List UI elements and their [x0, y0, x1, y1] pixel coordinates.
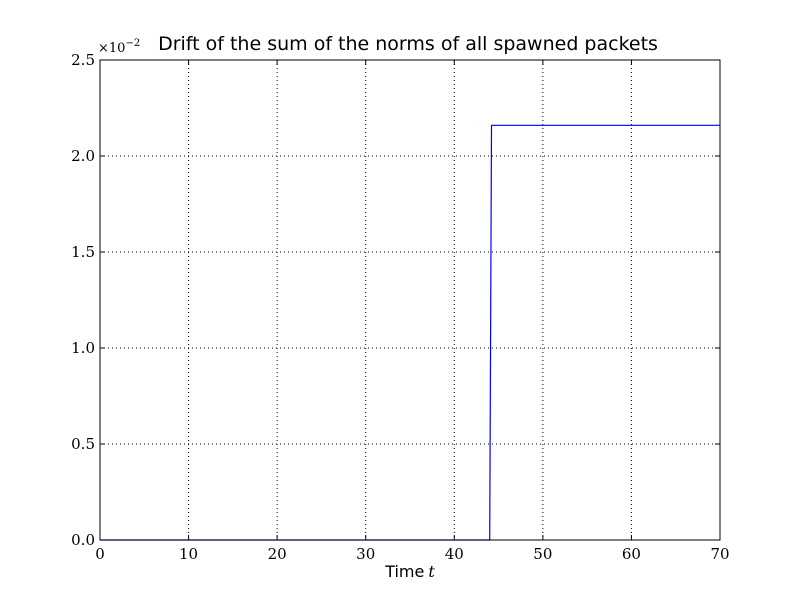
chart-title: Drift of the sum of the norms of all spa…	[158, 33, 658, 55]
y-tick-label: 2.5	[71, 51, 95, 69]
x-tick-label: 20	[268, 545, 287, 563]
y-tick-label: 2.0	[71, 147, 95, 165]
x-axis-label: Time t	[384, 562, 435, 581]
y-tick-label: 0.5	[71, 435, 95, 453]
x-tick-label: 70	[710, 545, 729, 563]
x-tick-label: 50	[533, 545, 552, 563]
tick-marks	[99, 59, 721, 541]
y-axis-multiplier: ×10−2	[98, 38, 140, 56]
plot-area-frame	[99, 59, 721, 541]
y-tick-label: 1.5	[71, 243, 95, 261]
x-tick-label: 0	[95, 545, 105, 563]
x-tick-label: 60	[622, 545, 641, 563]
x-tick-labels: 0 10 20 30 40 50 60 70	[95, 545, 729, 563]
x-tick-label: 30	[356, 545, 375, 563]
y-tick-label: 0.0	[71, 531, 95, 549]
x-tick-label: 10	[179, 545, 198, 563]
y-tick-labels: 0.0 0.5 1.0 1.5 2.0 2.5	[71, 51, 95, 549]
y-tick-label: 1.0	[71, 339, 95, 357]
x-tick-label: 40	[445, 545, 464, 563]
